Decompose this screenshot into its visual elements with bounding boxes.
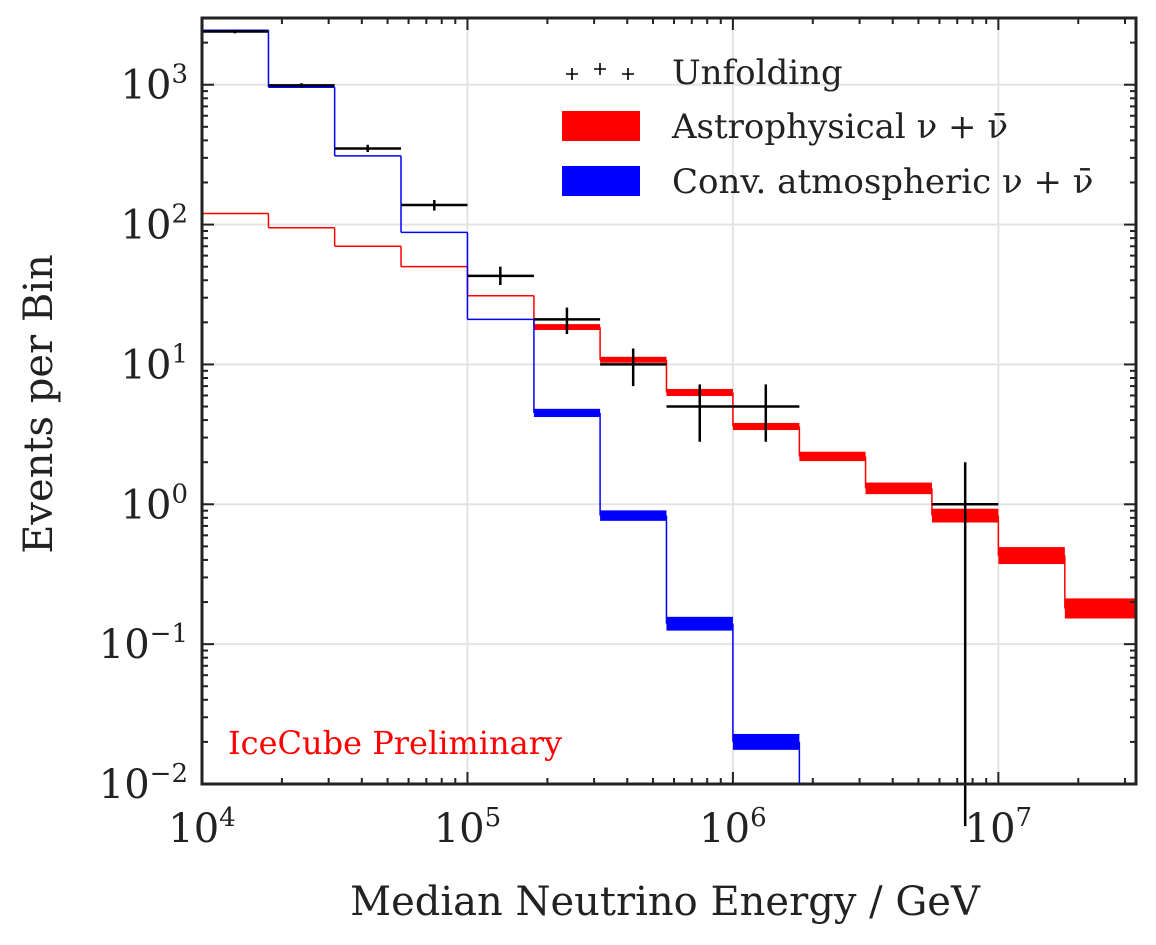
x-tick-label-3: 107 [965,803,1032,852]
x-tick-labels: 104 105 106 107 [168,803,1032,852]
x-tick-label-2: 106 [699,803,766,852]
legend: Unfolding Astrophysical ν + ν̄ Conv. atm… [562,53,1093,202]
x-tick-label-1: 105 [434,803,501,852]
legend-label-unfolding: Unfolding [672,53,843,93]
y-axis-label: Events per Bin [16,254,62,554]
y-tick-label-1: 102 [121,200,188,249]
legend-marker-unfolding [566,63,634,80]
legend-swatch-atmospheric [562,166,640,196]
y-tick-label-3: 100 [121,479,188,528]
series-astrophysical [202,212,1136,619]
y-tick-label-0: 103 [121,60,188,109]
y-tick-labels: 103 102 101 100 10−1 10−2 [99,60,188,808]
legend-label-astrophysical: Astrophysical ν + ν̄ [671,107,1008,147]
plot-frame [200,16,1138,786]
series-unfolding [202,29,999,827]
x-tick-label-0: 104 [168,803,235,852]
y-tick-label-5: 10−2 [99,759,188,808]
y-tick-label-2: 101 [121,339,188,388]
legend-swatch-astrophysical [562,111,640,141]
icecube-preliminary-annotation: IceCube Preliminary [228,724,562,762]
x-axis-label: Median Neutrino Energy / GeV [350,879,981,925]
legend-label-atmospheric: Conv. atmospheric ν + ν̄ [672,162,1093,202]
y-tick-label-4: 10−1 [99,619,188,668]
